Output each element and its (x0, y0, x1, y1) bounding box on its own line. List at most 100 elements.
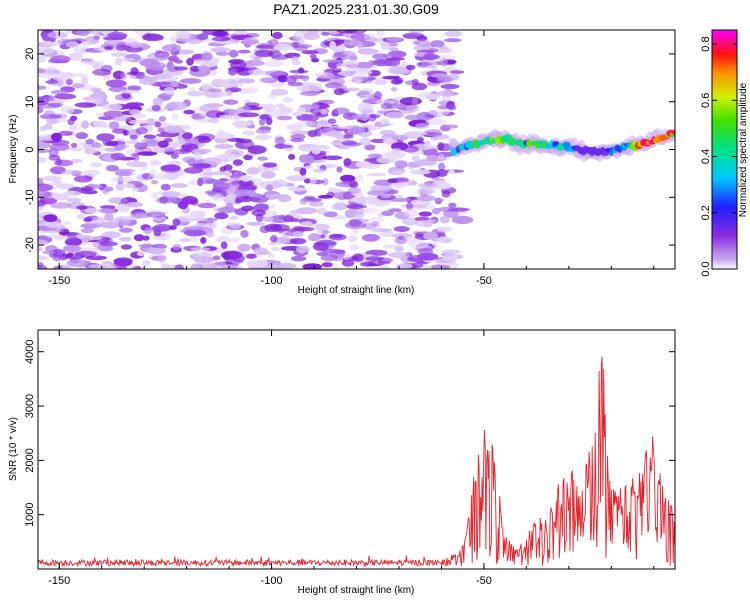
spectrogram-noise-blob (343, 87, 361, 92)
spectrogram-noise-blob (206, 178, 220, 184)
spectrogram-noise-blob (390, 86, 398, 92)
spectrogram-noise-blob (138, 78, 159, 85)
spectrogram-noise-blob (63, 244, 82, 253)
spectrogram-noise-blob (38, 55, 47, 63)
spectrogram-noise-blob (54, 180, 62, 187)
spectrogram-noise-blob (212, 255, 221, 261)
spectrogram-noise-blob (44, 123, 53, 131)
spectrogram-noise-blob (343, 134, 354, 139)
spectrogram-noise-blob (416, 195, 436, 202)
colorbar-gradient (712, 30, 737, 269)
spectrogram-noise-blob (363, 207, 378, 214)
spectrogram-noise-blob (402, 32, 425, 40)
spectrogram-noise-blob (38, 190, 52, 199)
spectrogram-noise-blob (92, 68, 112, 76)
spectrogram-noise-blob (380, 102, 393, 110)
spectrogram-noise-blob (393, 226, 410, 232)
spectrogram-noise-blob (157, 140, 169, 148)
spectrogram-noise-blob (365, 249, 388, 256)
spectrogram-noise-blob (116, 44, 127, 51)
spectrogram-noise-blob (296, 107, 306, 113)
spectrogram-noise-blob (131, 113, 147, 119)
spectrogram-noise-blob (259, 114, 270, 120)
spectrogram-noise-blob (204, 190, 219, 195)
snr-ytick-label: 2000 (24, 448, 36, 472)
spectrogram-noise-blob (171, 138, 186, 146)
spectrogram-noise-blob (157, 254, 167, 263)
spectrogram-noise-blob (95, 30, 116, 34)
spectrogram-noise-blob (190, 263, 203, 269)
spectrogram-noise-blob (200, 237, 207, 244)
spectrogram-noise-blob (49, 143, 70, 151)
spectrogram-noise-blob (208, 70, 217, 76)
spectrogram-noise-blob (76, 205, 88, 210)
spectrogram-noise-blob (355, 161, 373, 168)
spectrogram-noise-blob (423, 129, 443, 137)
spectrogram-noise-blob (67, 118, 75, 126)
spectrogram-noise-blob (207, 118, 220, 124)
spectrogram-noise-blob (349, 197, 370, 203)
spectrogram-noise-blob (38, 246, 43, 252)
spectrogram-noise-blob (322, 178, 329, 186)
spectrogram-noise-blob (411, 82, 428, 91)
spectrogram-noise-blob (155, 172, 169, 180)
spectrogram-noise-blob (65, 30, 73, 34)
spectrogram-noise-blob (409, 169, 431, 175)
colorbar-tick-label: 0.6 (700, 93, 712, 108)
spectrogram-noise-blob (288, 153, 296, 160)
colorbar-label: Normalized spectral amplitude (738, 82, 749, 217)
spectrogram-noise-blob (154, 121, 162, 128)
spectrogram-noise-blob (163, 86, 176, 96)
spectrogram-noise-blob (98, 116, 115, 121)
spectrogram-noise-blob (316, 207, 327, 215)
spectrogram-noise-blob (323, 211, 338, 218)
spectrogram-noise-blob (161, 191, 181, 198)
spectrogram-noise-blob (435, 54, 457, 60)
spectrogram-noise-blob (59, 232, 79, 236)
spectrogram-noise-blob (441, 252, 458, 261)
spectrogram-noise-blob (382, 75, 400, 80)
spectrogram-noise-blob (74, 123, 82, 131)
spectrogram-noise-blob (349, 55, 358, 61)
spectrogram-noise-blob (255, 44, 277, 49)
spectrogram-noise-blob (186, 91, 204, 97)
spectrogram-noise-blob (385, 37, 403, 42)
spectrogram-noise-blob (273, 43, 293, 51)
spectrogram-noise-blob (379, 231, 395, 237)
spectrogram-noise-blob (101, 231, 121, 239)
snr-panel: -150 -100 -50 1000 2000 3000 4000 Height of st… (8, 329, 676, 596)
spectrogram-noise-blob (133, 105, 140, 110)
spectrogram-noise-blob (244, 59, 265, 67)
spectrogram-noise-blob (357, 41, 364, 50)
spectrogram-noise-blob (105, 140, 119, 147)
spectrogram-noise-blob (54, 93, 77, 100)
spectrogram-noise-blob (49, 202, 72, 209)
spectrogram-noise-blob (114, 170, 133, 177)
spectrogram-noise-blob (390, 79, 403, 85)
spectrogram-noise-blob (103, 186, 114, 192)
spectrogram-noise-blob (377, 260, 391, 265)
spectrogram-noise-blob (113, 257, 133, 265)
spectrogram-noise-blob (148, 62, 167, 70)
snr-xlabel: Height of straight line (km) (298, 585, 415, 596)
spectrogram-noise-blob (290, 238, 307, 245)
snr-ytick-label: 3000 (24, 394, 36, 418)
spectrogram-noise-blob (63, 221, 71, 226)
spectrogram-noise-blob (352, 228, 359, 235)
spectrogram-noise-blob (100, 205, 116, 210)
spectrogram-noise-blob (186, 57, 194, 66)
spectrogram-noise-blob (376, 156, 398, 164)
spectrogram-noise-blob (349, 126, 366, 134)
spectrogram-noise-blob (355, 61, 374, 69)
spectrogram-noise-blob (360, 108, 374, 115)
spectrogram-noise-blob (265, 70, 286, 76)
spectrogram-noise-blob (329, 234, 343, 239)
spectrogram-noise-blob (237, 112, 260, 118)
spectrogram-noise-blob (38, 264, 48, 269)
spectrogram-noise-blob (411, 155, 420, 162)
spectrogram-noise-blob (350, 244, 359, 251)
spectrogram-noise-blob (387, 178, 398, 183)
spectrogram-noise-blob (302, 263, 323, 269)
spectrogram-noise-blob (439, 215, 450, 224)
spectrogram-noise-blob (448, 202, 457, 208)
